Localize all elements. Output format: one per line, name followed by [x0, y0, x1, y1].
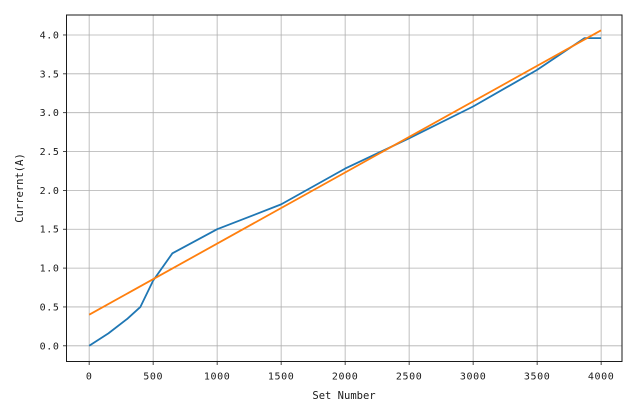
- y-tick-label: 2.5: [40, 147, 60, 158]
- y-tick-label: 1.0: [40, 264, 60, 275]
- x-tick-label: 2000: [332, 372, 358, 383]
- x-tick-label: 3000: [460, 372, 486, 383]
- y-tick-label: 4.0: [40, 30, 60, 41]
- y-axis-label: Currernt(A): [14, 153, 26, 223]
- y-tick-label: 1.5: [40, 225, 60, 236]
- y-tick-label: 0.5: [40, 302, 60, 313]
- x-tick-label: 1500: [268, 372, 294, 383]
- x-tick-label: 4000: [588, 372, 614, 383]
- series-orange: [88, 29, 602, 316]
- y-tick-label: 2.0: [40, 186, 60, 197]
- x-tick-label: 1000: [204, 372, 230, 383]
- x-axis-label: Set Number: [312, 390, 376, 402]
- y-tick-label: 3.5: [40, 69, 60, 80]
- x-tick-label: 0: [86, 372, 93, 383]
- axes-spine-box: [66, 14, 623, 362]
- series-blue: [88, 37, 602, 347]
- y-tick-label: 0.0: [40, 341, 60, 352]
- y-tick-label: 3.0: [40, 108, 60, 119]
- x-tick-label: 500: [143, 372, 163, 383]
- x-tick-label: 2500: [396, 372, 422, 383]
- x-tick-label: 3500: [524, 372, 550, 383]
